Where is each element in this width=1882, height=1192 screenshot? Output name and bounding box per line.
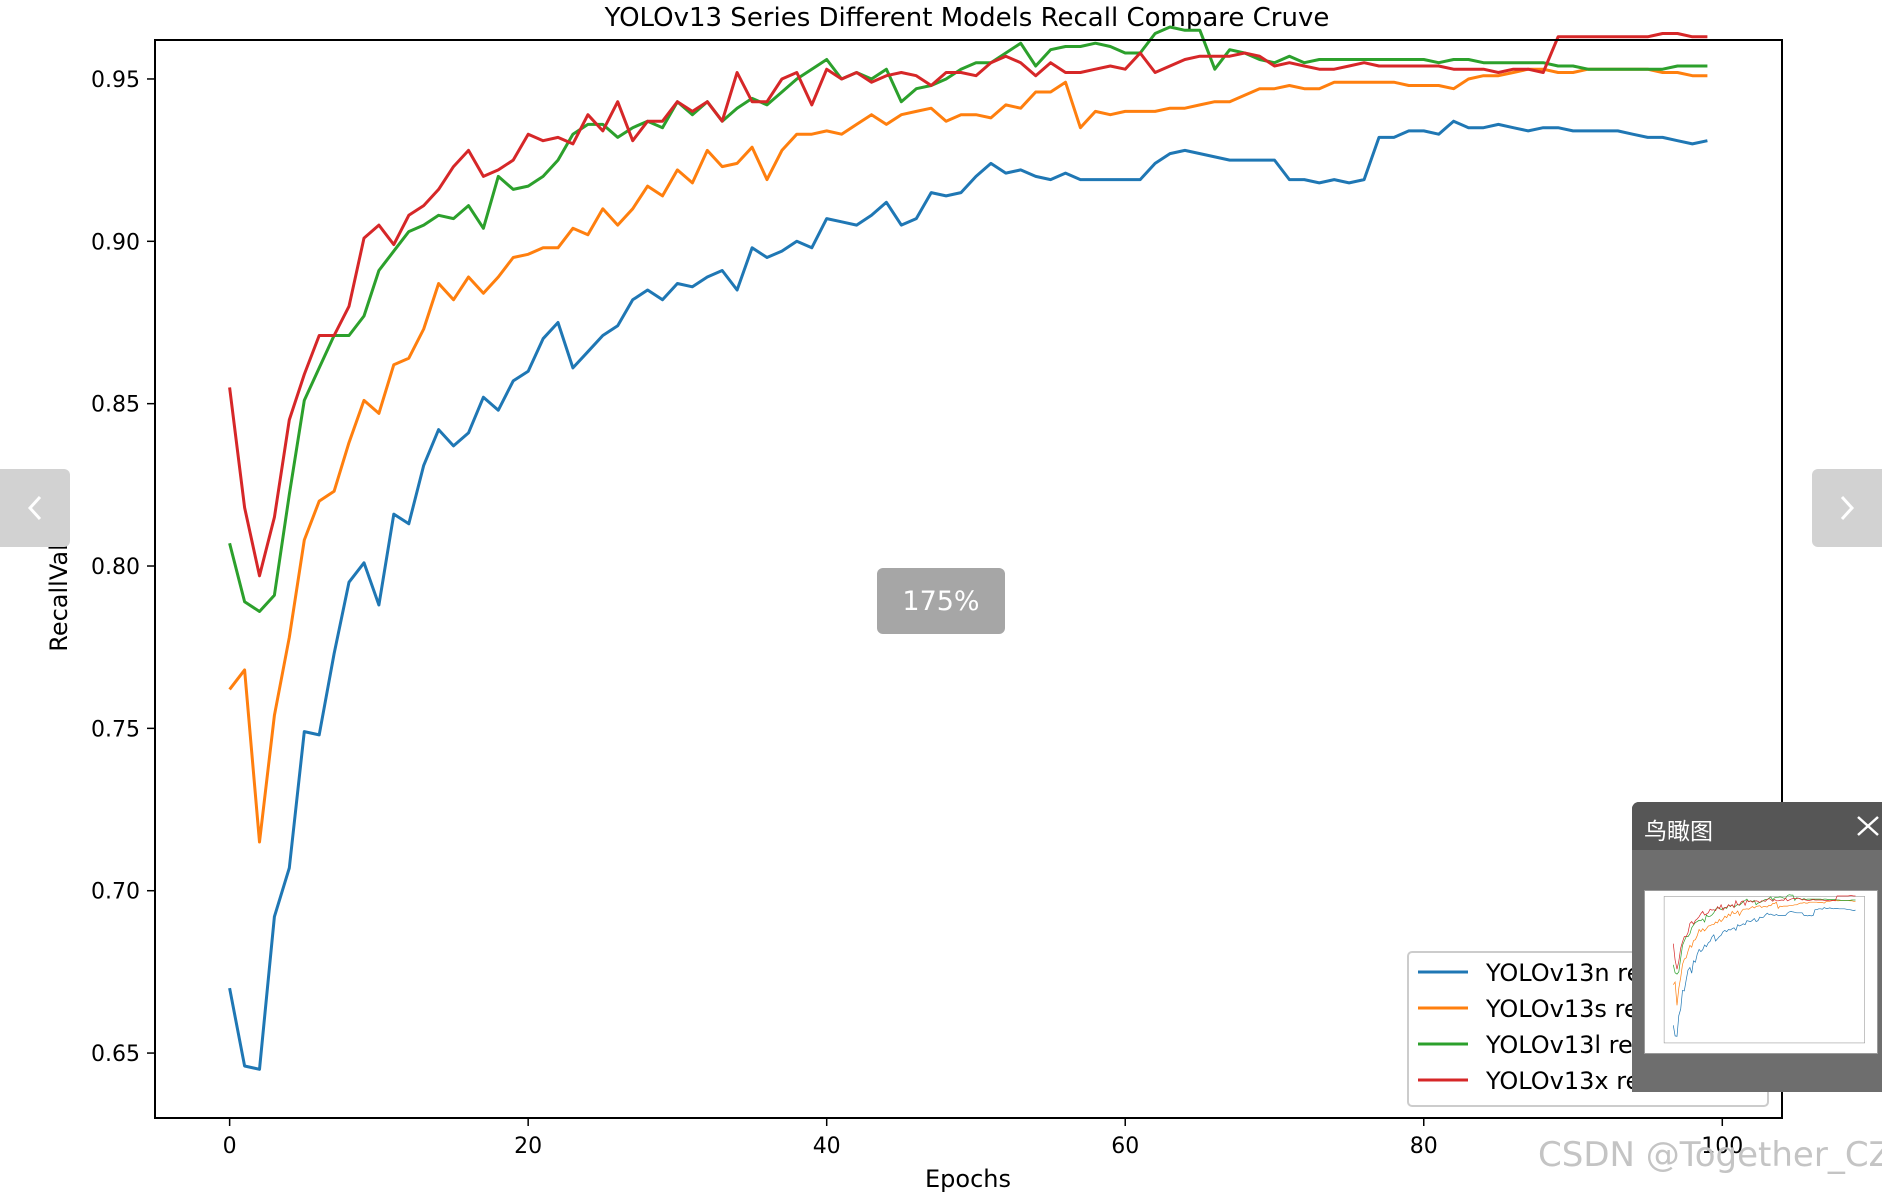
plot-lines — [228, 25, 1708, 1071]
y-tick-label: 0.95 — [91, 68, 140, 93]
legend-label-1: YOLOv13s re — [1485, 995, 1639, 1023]
y-tick-label: 0.80 — [91, 555, 140, 580]
series-line-1 — [228, 67, 1708, 844]
zoom-level-indicator: 175% — [877, 568, 1005, 634]
close-icon — [1857, 816, 1879, 836]
birdseye-title: 鸟瞰图 — [1644, 819, 1713, 845]
y-axis-ticks: 0.65 0.70 0.75 0.80 0.85 0.90 0.95 — [91, 68, 155, 1067]
series-line-3 — [228, 32, 1708, 578]
x-tick-label: 20 — [514, 1134, 542, 1159]
previous-image-button[interactable] — [0, 469, 70, 547]
y-tick-label: 0.90 — [91, 230, 140, 255]
plot-area-frame — [154, 39, 1783, 1119]
thumb-series-line-3 — [1672, 895, 1856, 970]
x-axis-ticks: 0 20 40 60 80 100 — [223, 1118, 1743, 1159]
y-tick-label: 0.85 — [91, 393, 140, 418]
x-tick-label: 80 — [1410, 1134, 1438, 1159]
x-tick-label: 100 — [1701, 1134, 1743, 1159]
x-tick-label: 40 — [813, 1134, 841, 1159]
birdseye-thumbnail-chart — [1663, 894, 1865, 1044]
chevron-left-icon — [27, 495, 42, 521]
birdseye-panel[interactable]: 鸟瞰图 — [1632, 802, 1882, 1092]
thumb-series-line-0 — [1672, 907, 1856, 1037]
chevron-right-icon — [1840, 495, 1855, 521]
series-line-0 — [228, 119, 1708, 1071]
legend-label-2: YOLOv13l re — [1485, 1031, 1633, 1059]
thumb-series-line-1 — [1673, 900, 1856, 1006]
birdseye-header: 鸟瞰图 — [1632, 802, 1882, 850]
watermark: CSDN @Together_CZ — [1538, 1135, 1882, 1175]
thumb-frame — [1663, 896, 1865, 1044]
y-tick-label: 0.70 — [91, 880, 140, 905]
next-image-button[interactable] — [1812, 469, 1882, 547]
chart-title: YOLOv13 Series Different Models Recall C… — [604, 3, 1330, 33]
y-tick-label: 0.65 — [91, 1042, 140, 1067]
x-tick-label: 60 — [1111, 1134, 1139, 1159]
y-tick-label: 0.75 — [91, 717, 140, 742]
x-tick-label: 0 — [223, 1134, 237, 1159]
series-line-2 — [228, 25, 1708, 613]
legend-label-0: YOLOv13n re — [1485, 959, 1641, 987]
thumb-series-line-2 — [1672, 894, 1856, 975]
birdseye-close-button[interactable] — [1852, 812, 1882, 840]
birdseye-thumbnail[interactable] — [1644, 890, 1878, 1054]
x-axis-label: Epochs — [925, 1165, 1011, 1192]
birdseye-body — [1632, 850, 1882, 1092]
